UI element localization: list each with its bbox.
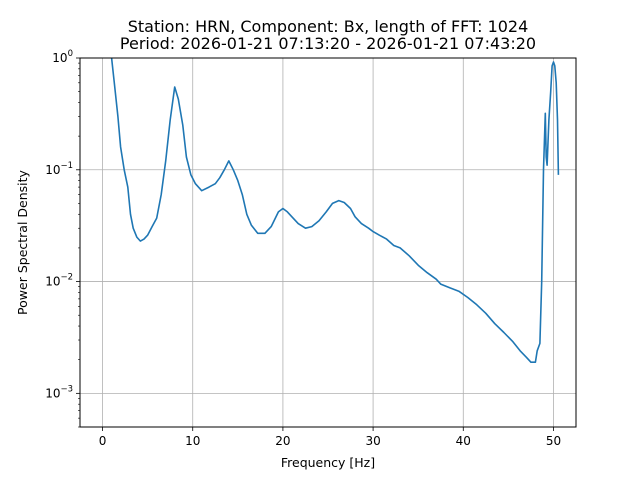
x-tick-label: 50 bbox=[546, 434, 561, 448]
y-tick-label: 10−3 bbox=[45, 384, 73, 400]
x-tick-label: 0 bbox=[99, 434, 107, 448]
series-layer bbox=[110, 57, 560, 363]
x-axis-label: Frequency [Hz] bbox=[281, 455, 375, 470]
plot-frame bbox=[79, 57, 577, 428]
y-tick-label: 10−1 bbox=[45, 161, 73, 177]
x-tick-label: 40 bbox=[456, 434, 471, 448]
y-axis-label: Power Spectral Density bbox=[15, 169, 30, 314]
x-tick-label: 10 bbox=[185, 434, 200, 448]
y-tick-label: 10−2 bbox=[45, 273, 73, 289]
x-tick-label: 30 bbox=[365, 434, 380, 448]
x-axis: 0 10 20 30 40 50 bbox=[99, 427, 561, 448]
psd-series-line bbox=[110, 57, 560, 363]
y-axis: 10−3 10−2 10−1 100 bbox=[45, 49, 80, 428]
x-tick-label: 20 bbox=[275, 434, 290, 448]
y-tick-label: 100 bbox=[52, 49, 73, 65]
chart-title-line-2: Period: 2026-01-21 07:13:20 - 2026-01-21… bbox=[120, 34, 536, 53]
grid-layer bbox=[80, 57, 576, 427]
chart-title-line-1: Station: HRN, Component: Bx, length of F… bbox=[128, 17, 529, 36]
